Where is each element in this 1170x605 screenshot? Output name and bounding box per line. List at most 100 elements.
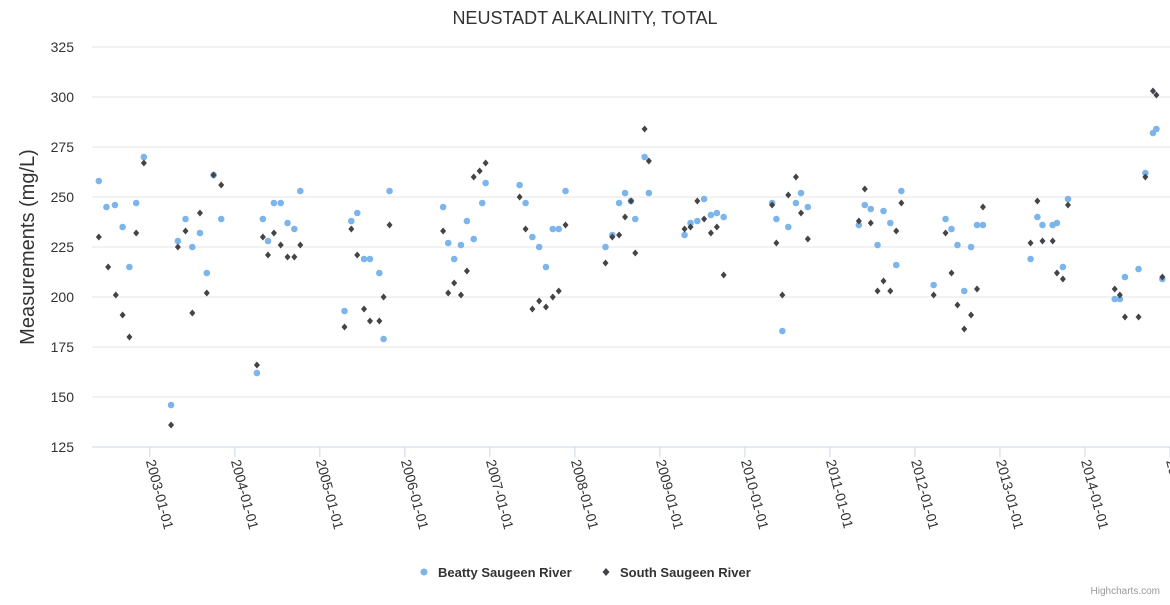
data-point[interactable] bbox=[621, 189, 629, 197]
data-point[interactable] bbox=[769, 201, 776, 209]
data-point[interactable] bbox=[270, 229, 277, 237]
data-point[interactable] bbox=[189, 243, 196, 251]
data-point[interactable] bbox=[203, 269, 211, 277]
data-point[interactable] bbox=[960, 287, 968, 295]
data-point[interactable] bbox=[297, 241, 304, 249]
data-point[interactable] bbox=[893, 227, 900, 235]
data-point[interactable] bbox=[119, 311, 126, 319]
data-point[interactable] bbox=[707, 229, 714, 237]
data-point[interactable] bbox=[1039, 221, 1046, 229]
data-point[interactable] bbox=[348, 225, 355, 233]
data-point[interactable] bbox=[602, 243, 609, 251]
data-point[interactable] bbox=[366, 255, 374, 263]
data-point[interactable] bbox=[1049, 237, 1056, 245]
data-point[interactable] bbox=[470, 235, 478, 243]
data-point[interactable] bbox=[380, 293, 387, 301]
data-point[interactable] bbox=[457, 291, 464, 299]
data-point[interactable] bbox=[182, 227, 189, 235]
data-point[interactable] bbox=[967, 243, 975, 251]
data-point[interactable] bbox=[542, 263, 550, 271]
data-point[interactable] bbox=[284, 219, 291, 227]
data-point[interactable] bbox=[277, 199, 285, 207]
data-point[interactable] bbox=[444, 239, 452, 247]
data-point[interactable] bbox=[1059, 263, 1067, 271]
data-point[interactable] bbox=[1053, 269, 1060, 277]
data-point[interactable] bbox=[948, 269, 955, 277]
data-point[interactable] bbox=[182, 215, 189, 223]
data-point[interactable] bbox=[1135, 313, 1142, 321]
data-point[interactable] bbox=[874, 241, 881, 249]
data-point[interactable] bbox=[979, 221, 987, 229]
data-point[interactable] bbox=[784, 223, 792, 231]
data-point[interactable] bbox=[1121, 313, 1128, 321]
data-point[interactable] bbox=[720, 271, 727, 279]
data-point[interactable] bbox=[450, 255, 458, 263]
data-point[interactable] bbox=[555, 287, 562, 295]
data-point[interactable] bbox=[779, 327, 786, 335]
data-point[interactable] bbox=[615, 199, 623, 207]
data-point[interactable] bbox=[645, 189, 653, 197]
data-point[interactable] bbox=[376, 317, 383, 325]
data-point[interactable] bbox=[1116, 295, 1124, 303]
data-point[interactable] bbox=[284, 253, 291, 261]
data-point[interactable] bbox=[954, 241, 961, 249]
data-point[interactable] bbox=[641, 153, 648, 161]
data-point[interactable] bbox=[259, 233, 266, 241]
data-point[interactable] bbox=[1142, 173, 1149, 181]
data-point[interactable] bbox=[1059, 275, 1066, 283]
credits-link[interactable]: Highcharts.com bbox=[1091, 586, 1160, 597]
data-point[interactable] bbox=[622, 213, 629, 221]
data-point[interactable] bbox=[1121, 273, 1129, 281]
data-point[interactable] bbox=[694, 197, 701, 205]
data-point[interactable] bbox=[347, 217, 355, 225]
data-point[interactable] bbox=[361, 305, 368, 313]
data-point[interactable] bbox=[1111, 295, 1119, 303]
data-point[interactable] bbox=[1064, 195, 1072, 203]
data-point[interactable] bbox=[360, 255, 368, 263]
data-point[interactable] bbox=[867, 219, 874, 227]
data-point[interactable] bbox=[948, 225, 955, 233]
data-point[interactable] bbox=[140, 159, 147, 167]
data-point[interactable] bbox=[773, 215, 780, 223]
data-point[interactable] bbox=[126, 333, 133, 341]
data-point[interactable] bbox=[203, 289, 210, 297]
data-point[interactable] bbox=[196, 229, 204, 237]
data-point[interactable] bbox=[189, 309, 196, 317]
data-point[interactable] bbox=[700, 195, 708, 203]
data-point[interactable] bbox=[687, 219, 694, 227]
data-point[interactable] bbox=[968, 311, 975, 319]
data-point[interactable] bbox=[470, 173, 477, 181]
data-point[interactable] bbox=[105, 263, 112, 271]
data-point[interactable] bbox=[1027, 239, 1034, 247]
data-point[interactable] bbox=[354, 251, 361, 259]
data-point[interactable] bbox=[1153, 125, 1160, 133]
data-point[interactable] bbox=[562, 221, 569, 229]
data-point[interactable] bbox=[1053, 219, 1061, 227]
data-point[interactable] bbox=[942, 229, 949, 237]
data-point[interactable] bbox=[1149, 87, 1156, 95]
data-point[interactable] bbox=[973, 221, 981, 229]
data-point[interactable] bbox=[681, 231, 688, 239]
data-point[interactable] bbox=[95, 177, 103, 185]
data-point[interactable] bbox=[386, 187, 393, 195]
data-point[interactable] bbox=[259, 215, 267, 223]
data-point[interactable] bbox=[482, 179, 489, 187]
data-point[interactable] bbox=[386, 221, 393, 229]
data-point[interactable] bbox=[1034, 213, 1041, 221]
data-point[interactable] bbox=[376, 269, 383, 277]
data-point[interactable] bbox=[463, 267, 470, 275]
data-point[interactable] bbox=[445, 289, 452, 297]
data-point[interactable] bbox=[253, 369, 261, 377]
data-point[interactable] bbox=[886, 219, 894, 227]
data-point[interactable] bbox=[196, 209, 203, 217]
data-point[interactable] bbox=[112, 291, 119, 299]
data-point[interactable] bbox=[218, 181, 225, 189]
data-point[interactable] bbox=[549, 293, 556, 301]
data-point[interactable] bbox=[132, 199, 140, 207]
data-point[interactable] bbox=[898, 199, 905, 207]
data-point[interactable] bbox=[1039, 237, 1046, 245]
data-point[interactable] bbox=[861, 201, 869, 209]
data-point[interactable] bbox=[861, 185, 868, 193]
data-point[interactable] bbox=[270, 199, 278, 207]
data-point[interactable] bbox=[476, 167, 483, 175]
